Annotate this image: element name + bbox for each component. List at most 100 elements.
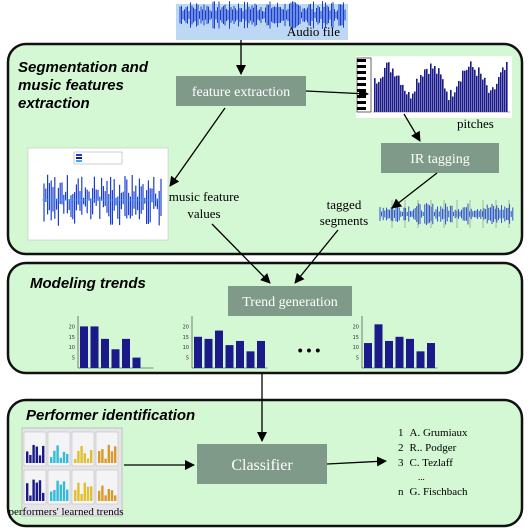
pitch-bar xyxy=(480,73,482,112)
trend-tick-label: 15 xyxy=(183,335,189,341)
ranking-item: 3 C. Tezlaff xyxy=(398,457,453,469)
pitch-bar xyxy=(374,78,376,112)
trend-tick-label: 20 xyxy=(69,324,75,330)
feature-extraction-node xyxy=(176,76,306,106)
trend-tick-label: 20 xyxy=(353,324,359,330)
learned-thumb-bar xyxy=(32,444,35,463)
pitch-bar xyxy=(464,70,466,112)
pitch-bar xyxy=(394,76,396,112)
learned-thumb-bar xyxy=(98,490,101,501)
piano-black-key xyxy=(357,71,366,74)
pitch-bar xyxy=(422,76,424,112)
pitch-bar xyxy=(408,91,410,112)
trend-tick-label: 20 xyxy=(183,324,189,330)
ir-tagging-label: IR tagging xyxy=(410,152,470,167)
audio-waveform xyxy=(179,1,346,29)
classifier-label: Classifier xyxy=(231,457,293,474)
learned-trends-grid xyxy=(21,427,123,517)
pitch-bar xyxy=(438,68,440,112)
arrow-segments-to-trend xyxy=(294,229,339,284)
trend-tick-label: 10 xyxy=(69,345,75,351)
trend-bar xyxy=(427,343,435,368)
arrow-feature-to-pitches xyxy=(305,88,369,99)
learned-thumb-bar xyxy=(90,450,93,463)
pitch-bar xyxy=(432,68,434,112)
learned-thumb-bar xyxy=(74,490,77,501)
ellipsis-label: • • • xyxy=(298,342,321,358)
pitch-bar xyxy=(494,89,496,112)
trend-bar xyxy=(246,351,255,368)
pitch-bar xyxy=(398,75,400,112)
learned-thumb-bar xyxy=(110,451,114,463)
pitch-bar xyxy=(482,79,484,112)
modeling-title: Modeling trends xyxy=(30,275,146,292)
learned-thumb-bar xyxy=(38,480,42,501)
trend-bar xyxy=(225,345,234,368)
learned-thumb-bar xyxy=(35,482,38,501)
pitch-bar xyxy=(440,74,442,112)
learned-thumb-bar xyxy=(56,445,59,463)
learned-thumb-bar xyxy=(50,457,53,463)
learned-thumb-bar xyxy=(26,451,29,463)
pitch-bar xyxy=(488,92,490,112)
arrow-feature-to-values xyxy=(169,107,226,187)
pitch-bar xyxy=(442,79,444,112)
tagged-segments-waveform xyxy=(379,200,514,228)
pitch-bar xyxy=(506,61,508,112)
ir-tagging-node xyxy=(381,143,499,173)
segmentation-title-line1: Segmentation and xyxy=(18,59,149,76)
learned-thumb-bar xyxy=(86,486,90,501)
trend-bar xyxy=(194,336,202,368)
learned-thumb-bar xyxy=(104,458,107,463)
learned-thumb-bar xyxy=(83,453,86,463)
audio-file: Audio file xyxy=(176,1,348,40)
pitch-bar xyxy=(476,75,478,112)
trend-bar xyxy=(236,340,244,368)
piano-black-key xyxy=(357,83,366,86)
piano-black-key xyxy=(357,59,366,62)
pitch-bar xyxy=(384,67,386,112)
arrow-classifier-to-ranking xyxy=(326,456,387,467)
pitch-bar xyxy=(382,76,384,112)
pitch-bar xyxy=(434,65,436,112)
trend-tick-label: 5 xyxy=(186,356,189,362)
pitch-bar xyxy=(406,94,408,112)
trend-bar xyxy=(406,338,414,368)
learned-thumb-bar xyxy=(29,454,32,463)
trend-bar xyxy=(385,340,393,368)
pitch-bar xyxy=(416,78,418,112)
pitch-bar xyxy=(468,66,470,112)
learned-thumb-bar xyxy=(66,489,69,501)
piano-black-key xyxy=(357,95,366,98)
learned-thumb-bar xyxy=(74,458,77,463)
pitch-bar xyxy=(418,82,420,112)
learned-thumb-bar xyxy=(53,450,56,463)
pitch-bar xyxy=(404,90,406,112)
trend-generation-node xyxy=(228,286,352,316)
ranking-item: 1 A. Grumiaux xyxy=(398,427,468,439)
trend-bar xyxy=(204,338,213,368)
legend-swatch-2 xyxy=(76,157,82,159)
trend-bar xyxy=(416,351,425,368)
learned-trends-label: performers' learned trends xyxy=(9,506,124,518)
pitch-bar xyxy=(486,85,488,112)
trend-bar xyxy=(122,338,130,368)
learned-thumb-bar xyxy=(56,480,59,501)
pitch-bar xyxy=(450,89,452,112)
trend-bar xyxy=(374,324,383,368)
pitch-bar xyxy=(470,61,472,112)
trend-tick-label: 10 xyxy=(183,345,189,351)
learned-thumb-bar xyxy=(80,445,83,463)
legend-swatch-1 xyxy=(76,154,82,156)
pitch-bar xyxy=(504,70,506,112)
music-feature-label-line2: values xyxy=(187,206,220,221)
pitch-bar xyxy=(410,98,412,112)
trend-bar xyxy=(101,338,109,368)
pitch-bar xyxy=(456,86,458,112)
pitch-bar xyxy=(462,70,464,112)
piano-black-key xyxy=(357,89,366,92)
piano-black-key xyxy=(357,107,366,110)
trend-tick-label: 10 xyxy=(353,345,359,351)
pitch-bar xyxy=(390,72,392,112)
pitch-bar xyxy=(392,68,394,112)
